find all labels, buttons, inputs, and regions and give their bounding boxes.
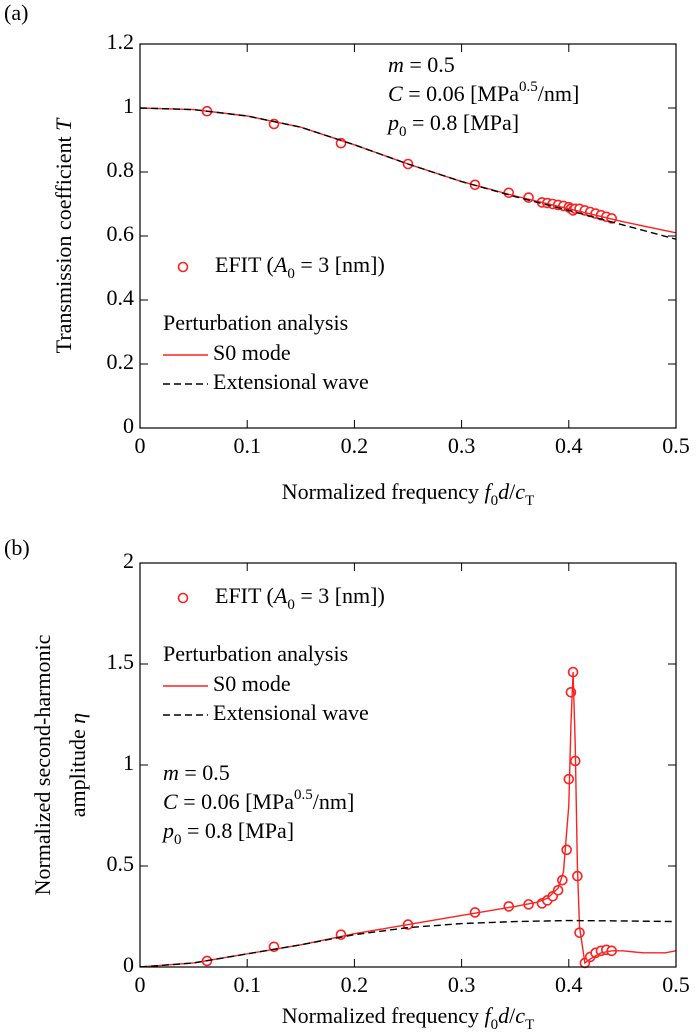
x-axis-label: Normalized frequency f0d/cT — [282, 479, 534, 509]
y-tick-label: 0.6 — [107, 221, 135, 246]
x-tick-label: 0.4 — [555, 972, 583, 997]
legend-label: Extensional wave — [213, 369, 369, 394]
x-tick-label: 0.5 — [662, 433, 690, 458]
y-axis-label: Transmission coefficient T — [51, 117, 76, 353]
legend-label: S0 mode — [213, 340, 291, 365]
legend-label: S0 mode — [213, 671, 291, 696]
y-tick-label: 1 — [123, 93, 134, 118]
series-line — [140, 919, 676, 967]
y-tick-label: 0.2 — [107, 349, 135, 374]
panel-label: (a) — [4, 0, 28, 25]
x-tick-label: 0 — [135, 433, 146, 458]
y-tick-label: 1.5 — [107, 649, 135, 674]
y-tick-label: 0 — [123, 413, 134, 438]
x-tick-label: 0.1 — [233, 972, 261, 997]
y-axis-label: amplitude η — [65, 713, 90, 817]
y-tick-label: 0.5 — [107, 851, 135, 876]
x-tick-label: 0.2 — [341, 433, 369, 458]
y-tick-label: 1.2 — [107, 29, 135, 54]
x-tick-label: 0 — [135, 972, 146, 997]
series-line — [140, 107, 676, 240]
legend-title: Perturbation analysis — [163, 641, 348, 666]
annotation: m = 0.5 — [388, 52, 455, 77]
x-tick-label: 0.5 — [662, 972, 690, 997]
plot-frame — [139, 562, 677, 968]
annotation: p0 = 0.8 [MPa] — [386, 110, 519, 140]
x-axis-label: Normalized frequency f0d/cT — [282, 1003, 534, 1033]
x-tick-label: 0.4 — [555, 433, 583, 458]
x-tick-label: 0.3 — [448, 433, 476, 458]
y-tick-label: 1 — [123, 750, 134, 775]
x-tick-label: 0.2 — [341, 972, 369, 997]
panel-label: (b) — [4, 535, 30, 560]
data-point — [552, 884, 564, 896]
annotation: p0 = 0.8 [MPa] — [161, 818, 294, 848]
legend-label: EFIT (A0 = 3 [nm]) — [215, 583, 385, 613]
y-tick-label: 0 — [123, 952, 134, 977]
series-line — [140, 672, 676, 967]
data-point — [561, 844, 572, 856]
legend-label: EFIT (A0 = 3 [nm]) — [215, 252, 385, 282]
legend-title: Perturbation analysis — [163, 310, 348, 335]
y-tick-label: 0.4 — [107, 285, 135, 310]
y-tick-label: 0.8 — [107, 157, 135, 182]
annotation: C = 0.06 [MPa0.5/nm] — [163, 787, 354, 814]
legend-marker — [177, 592, 189, 604]
legend-label: Extensional wave — [213, 700, 369, 725]
annotation: C = 0.06 [MPa0.5/nm] — [388, 79, 579, 106]
annotation: m = 0.5 — [163, 760, 230, 785]
plot-frame — [139, 43, 677, 429]
y-axis-label: Normalized second-harmonic — [30, 634, 55, 895]
y-tick-label: 2 — [123, 548, 134, 573]
x-tick-label: 0.1 — [233, 433, 261, 458]
x-tick-label: 0.3 — [448, 972, 476, 997]
legend-marker — [177, 261, 189, 273]
